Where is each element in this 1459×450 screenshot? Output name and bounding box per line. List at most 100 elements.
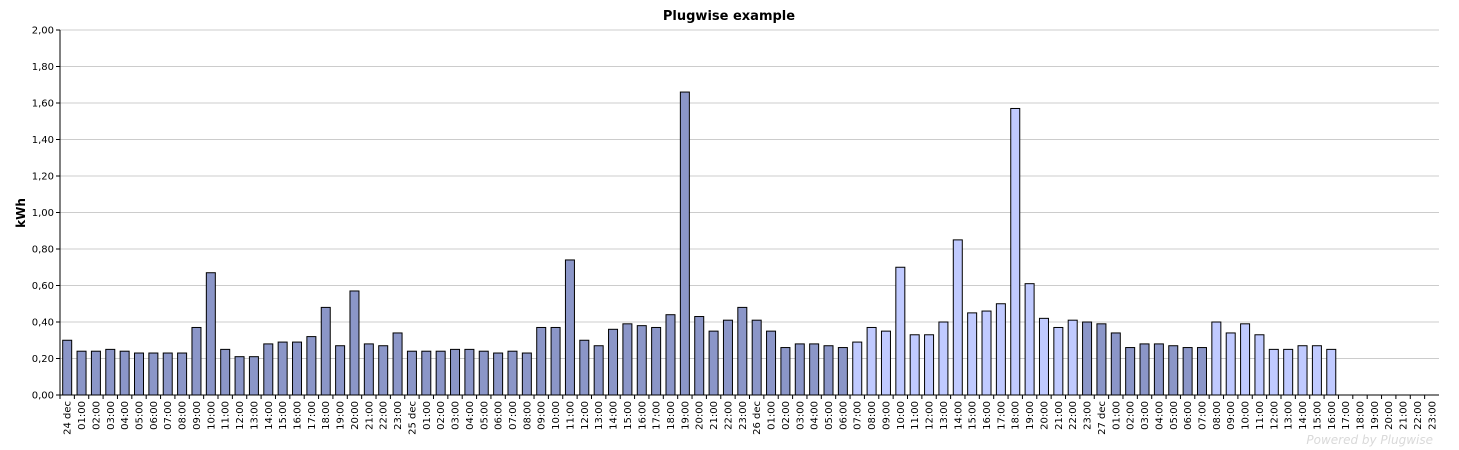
x-tick-label: 05:00 (824, 401, 835, 430)
x-tick-label: 15:00 (623, 401, 634, 430)
bar (737, 306, 748, 396)
y-tick-label: 1,20 (32, 172, 54, 183)
x-tick-label: 09:00 (537, 401, 548, 430)
x-tick-label: 03:00 (1140, 401, 1151, 430)
x-tick-label: 14:00 (953, 401, 964, 430)
x-tick-label: 10:00 (206, 401, 217, 430)
bar (593, 345, 604, 396)
x-tick-label: 15:00 (278, 401, 289, 430)
watermark: Powered by Plugwise (1306, 433, 1433, 447)
bar (450, 348, 461, 396)
bar (248, 356, 259, 396)
x-tick-label: 23:00 (1427, 401, 1438, 430)
bar (277, 341, 288, 396)
x-tick-label: 10:00 (896, 401, 907, 430)
bar (1283, 348, 1294, 396)
x-tick-label: 11:00 (565, 401, 576, 430)
x-tick-label: 01:00 (422, 401, 433, 430)
x-tick-label: 27 dec (1097, 401, 1108, 435)
bar (636, 325, 647, 396)
bar (895, 266, 906, 396)
bar (1168, 345, 1179, 396)
x-tick-label: 16:00 (1327, 401, 1338, 430)
bar (521, 352, 532, 396)
x-tick-label: 07:00 (163, 401, 174, 430)
x-tick-label: 14:00 (264, 401, 275, 430)
bar (924, 334, 935, 396)
x-tick-label: 10:00 (551, 401, 562, 430)
bar (1297, 345, 1308, 396)
bar (435, 350, 446, 396)
bar (708, 330, 719, 396)
x-tick-label: 20:00 (350, 401, 361, 430)
y-tick-label: 1,60 (32, 99, 54, 110)
x-tick-label: 12:00 (1269, 401, 1280, 430)
x-tick-label: 19:00 (1025, 401, 1036, 430)
x-tick-label: 02:00 (781, 401, 792, 430)
bar (205, 272, 216, 396)
bar (493, 352, 504, 396)
x-tick-label: 04:00 (810, 401, 821, 430)
x-tick-label: 13:00 (594, 401, 605, 430)
x-tick-label: 02:00 (91, 401, 102, 430)
bar (1182, 347, 1193, 396)
x-tick-label: 01:00 (1111, 401, 1122, 430)
x-tick-label: 15:00 (1312, 401, 1323, 430)
bar (651, 326, 662, 396)
x-tick-label: 03:00 (106, 401, 117, 430)
bar (76, 350, 87, 396)
x-tick-label: 14:00 (1298, 401, 1309, 430)
x-tick-label: 06:00 (1183, 401, 1194, 430)
y-axis-label: kWh (14, 198, 28, 228)
x-tick-label: 06:00 (494, 401, 505, 430)
x-tick-label: 12:00 (580, 401, 591, 430)
x-tick-label: 19:00 (1370, 401, 1381, 430)
x-tick-label: 17:00 (996, 401, 1007, 430)
x-tick-label: 12:00 (925, 401, 936, 430)
y-tick-label: 0,80 (32, 245, 54, 256)
x-tick-label: 11:00 (910, 401, 921, 430)
bar (622, 323, 633, 396)
bar (1153, 343, 1164, 396)
x-tick-label: 22:00 (379, 401, 390, 430)
x-tick-label: 24 dec (63, 401, 74, 435)
y-tick-label: 1,40 (32, 135, 54, 146)
bar (1053, 326, 1064, 396)
y-tick-label: 1,80 (32, 62, 54, 73)
bar (938, 321, 949, 396)
x-tick-label: 02:00 (436, 401, 447, 430)
x-tick-label: 07:00 (508, 401, 519, 430)
x-tick-label: 15:00 (968, 401, 979, 430)
y-tick-label: 0,60 (32, 281, 54, 292)
bar (1139, 343, 1150, 396)
bar (119, 350, 130, 396)
y-tick-label: 2,00 (32, 26, 54, 37)
x-tick-label: 23:00 (1083, 401, 1094, 430)
x-tick-label: 05:00 (1169, 401, 1180, 430)
bar (722, 319, 733, 396)
x-tick-label: 07:00 (853, 401, 864, 430)
bar (1082, 321, 1093, 396)
bar (866, 326, 877, 396)
bar (794, 343, 805, 396)
bar (220, 348, 231, 396)
x-tick-label: 11:00 (1255, 401, 1266, 430)
bar (766, 330, 777, 396)
bar (320, 306, 331, 396)
x-tick-label: 19:00 (680, 401, 691, 430)
x-tick-label: 02:00 (1126, 401, 1137, 430)
x-tick-label: 22:00 (1068, 401, 1079, 430)
bar (1110, 332, 1121, 396)
bar (406, 350, 417, 396)
bar (550, 326, 561, 396)
x-tick-label: 14:00 (609, 401, 620, 430)
x-tick-label: 20:00 (695, 401, 706, 430)
x-tick-label: 25 dec (407, 401, 418, 435)
bar (852, 341, 863, 396)
bar (392, 332, 403, 396)
bar (349, 290, 360, 396)
bar (1067, 319, 1078, 396)
x-tick-label: 01:00 (77, 401, 88, 430)
bar (1311, 345, 1322, 396)
x-tick-label: 20:00 (1384, 401, 1395, 430)
